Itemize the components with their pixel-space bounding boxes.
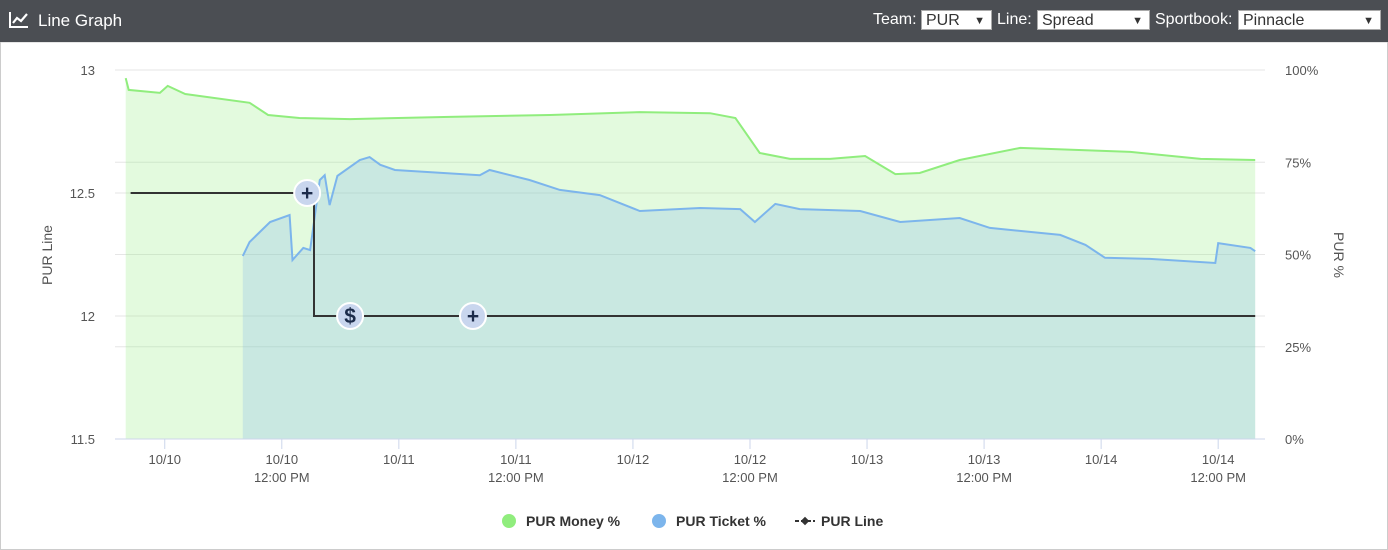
select-value: Spread [1042, 12, 1094, 29]
x-tick-label: 10/13 [968, 452, 1001, 467]
event-symbol: + [301, 182, 313, 205]
select-value: Pinnacle [1243, 12, 1305, 29]
y-tick-label: 12.5 [70, 186, 95, 201]
x-tick-label: 10/13 [851, 452, 884, 467]
x-tick-label: 12:00 PM [722, 470, 778, 485]
chart-frame [0, 42, 1388, 550]
x-tick-label: 10/11 [500, 452, 532, 467]
event-marker [336, 302, 365, 330]
chart: PUR Line PUR % 11.5 12 12.5 13 0% 25% 50% 75% 10… [0, 42, 1388, 550]
x-tick-label: 12:00 PM [488, 470, 544, 485]
y2-tick-label: 25% [1285, 340, 1311, 355]
control-label: Sportbook: [1155, 11, 1233, 28]
header-title: Line Graph [38, 11, 123, 30]
x-tick-label: 12:00 PM [1190, 470, 1246, 485]
series-line [130, 192, 1256, 317]
x-tick-label: 10/10 [148, 452, 181, 467]
legend-label: PUR Money % [526, 513, 621, 529]
y2-tick-label: 100% [1285, 63, 1319, 78]
y-tick-label: 13 [81, 63, 95, 78]
sportbook-select[interactable]: Pinnacle ▼ [1238, 10, 1381, 30]
control-label: Team: [873, 11, 917, 28]
event-marker [458, 302, 487, 330]
y-tick-label: 12 [81, 309, 95, 324]
x-tick-label: 10/12 [734, 452, 767, 467]
x-tick-label: 12:00 PM [254, 470, 310, 485]
chart-icon [9, 12, 28, 28]
y2-axis-title: PUR % [1331, 232, 1347, 278]
x-tick-label: 10/11 [383, 452, 415, 467]
header-bar: Line Graph Team: PUR ▼ Line: Spread ▼ Spor… [0, 0, 1388, 42]
x-tick-label: 10/14 [1202, 452, 1235, 467]
series-area [125, 78, 1256, 439]
y2-tick-label: 50% [1285, 248, 1311, 263]
event-marker [293, 179, 322, 207]
y-axis-title: PUR Line [39, 225, 55, 285]
legend-label: PUR Ticket % [676, 513, 767, 529]
legend-label: PUR Line [821, 513, 883, 529]
control-label: Line: [997, 11, 1032, 28]
y2-tick-label: 0% [1285, 432, 1304, 447]
event-symbol: $ [344, 305, 356, 328]
line-select[interactable]: Spread ▼ [1037, 10, 1150, 30]
series-line [124, 77, 1256, 176]
x-tick-label: 10/14 [1085, 452, 1118, 467]
y2-tick-label: 75% [1285, 155, 1311, 170]
legend-marker [652, 514, 666, 528]
event-symbol: + [467, 305, 479, 328]
x-tick-label: 12:00 PM [956, 470, 1012, 485]
series-line [241, 156, 1256, 265]
legend-marker [502, 514, 516, 528]
x-tick-label: 10/10 [266, 452, 299, 467]
series-area [242, 157, 1256, 439]
select-value: PUR [926, 12, 960, 29]
y-tick-label: 11.5 [71, 432, 95, 447]
x-tick-label: 10/12 [617, 452, 650, 467]
team-select[interactable]: PUR ▼ [921, 10, 992, 30]
